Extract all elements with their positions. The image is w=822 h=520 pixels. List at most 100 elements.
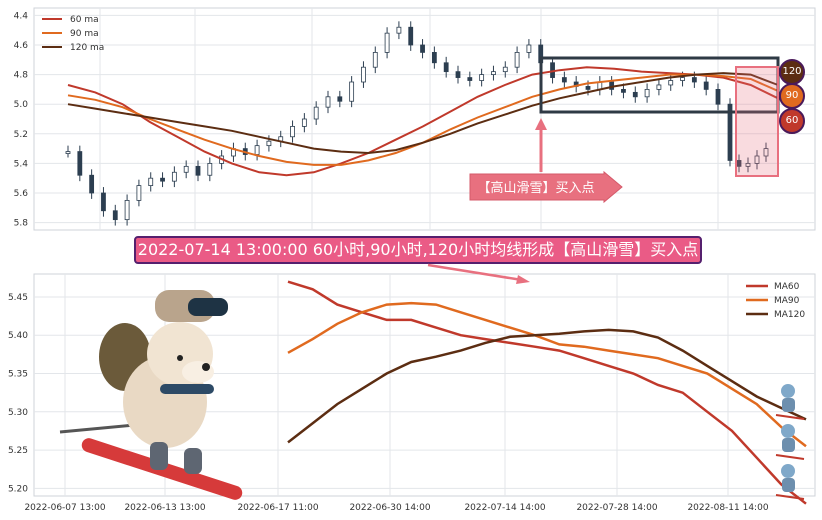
candle-body: [148, 177, 154, 186]
top-y-tick: 4.6: [14, 41, 29, 51]
legend-MA90: MA90: [774, 296, 800, 306]
candle-body: [526, 44, 532, 53]
bottom-series-MA60: [287, 280, 807, 505]
candle-body: [754, 155, 760, 164]
candle-body: [301, 118, 307, 127]
badge-90: 90: [779, 83, 805, 109]
top-y-tick: 5.8: [14, 219, 29, 229]
legend-MA60: MA60: [774, 282, 800, 292]
bottom-x-tick: 2022-08-11 14:00: [687, 503, 768, 513]
signal-banner: 2022-07-14 13:00:00 60小时,90小时,120小时均线形成【…: [134, 236, 702, 264]
candle-body: [420, 44, 425, 53]
bottom-x-tick: 2022-06-30 14:00: [349, 503, 430, 513]
top-series-120-ma: [67, 72, 779, 155]
candle-body: [408, 26, 414, 46]
top-y-tick: 4.8: [14, 71, 29, 81]
bottom-y-tick: 5.45: [8, 293, 28, 303]
candle-body: [727, 103, 733, 161]
candle-body: [136, 185, 142, 201]
bottom-y-tick: 5.20: [8, 484, 28, 494]
bottom-x-tick: 2022-06-13 13:00: [124, 503, 205, 513]
bottom-series-MA120: [287, 328, 807, 444]
candle-body: [195, 165, 201, 176]
candle-body: [479, 74, 485, 81]
candle-body: [668, 80, 674, 86]
top-y-tick: 5.2: [14, 130, 28, 140]
skier-icon: [775, 384, 805, 500]
bottom-y-tick: 5.30: [8, 408, 28, 418]
candle-body: [691, 77, 697, 83]
top-y-tick: 4.4: [14, 11, 29, 21]
candle-body: [89, 174, 95, 194]
bottom-x-tick-labels: 2022-06-07 13:00 2022-06-13 13:00 2022-06-…: [24, 503, 768, 513]
top-legend: 60 ma 90 ma 120 ma: [42, 15, 104, 53]
candle-body: [266, 140, 272, 147]
candle-body: [763, 148, 769, 157]
bottom-y-tick-labels: 5.20 5.25 5.30 5.35 5.40 5.45: [8, 293, 28, 494]
candle-body: [745, 162, 751, 167]
candle-body: [703, 81, 709, 90]
signal-label-box: 【高山滑雪】买入点: [469, 170, 623, 204]
candle-body: [680, 77, 685, 81]
bottom-legend: MA60 MA90 MA120: [746, 282, 805, 320]
bottom-y-tick: 5.35: [8, 370, 28, 380]
bottom-x-tick: 2022-06-17 11:00: [237, 503, 318, 513]
candle-body: [171, 171, 177, 182]
candle-body: [455, 71, 461, 78]
candle-body: [124, 199, 130, 221]
candle-body: [101, 192, 106, 212]
top-y-tick: 5.4: [14, 159, 29, 169]
legend-MA120: MA120: [774, 310, 805, 320]
bottom-x-tick: 2022-06-07 13:00: [24, 503, 105, 513]
bottom-x-tick: 2022-07-14 14:00: [464, 503, 545, 513]
candle-body: [632, 91, 638, 98]
candle-body: [325, 96, 331, 108]
legend-60ma: 60 ma: [70, 15, 99, 25]
signal-zone: [735, 66, 779, 177]
candle-body: [349, 81, 355, 102]
bottom-y-tick: 5.25: [8, 446, 28, 456]
candle-body: [337, 96, 343, 102]
candle-body: [290, 126, 295, 138]
candle-body: [396, 26, 402, 34]
candle-body: [384, 32, 390, 53]
candle-body: [372, 52, 378, 68]
candle-body: [443, 62, 449, 73]
candle-body: [431, 52, 437, 64]
candle-body: [656, 84, 662, 90]
legend-90ma: 90 ma: [70, 29, 99, 39]
signal-label: 【高山滑雪】买入点: [477, 180, 594, 196]
bottom-y-tick: 5.40: [8, 331, 28, 341]
pointer-arrow: [427, 263, 530, 284]
bottom-ma-chart: 5.20 5.25 5.30 5.35 5.40 5.45 2022-06-07 13:0…: [8, 263, 816, 513]
candle-body: [183, 165, 189, 173]
top-ma-lines: [67, 66, 779, 177]
top-y-tick: 5.6: [14, 189, 29, 199]
candle-body: [491, 71, 496, 75]
bottom-ma-lines: [287, 280, 807, 505]
skiing-dog-icon: [59, 290, 243, 500]
candle-body: [644, 89, 650, 98]
badge-120: 120: [779, 59, 805, 85]
signal-arrow: [535, 118, 547, 172]
candle-body: [715, 89, 721, 105]
badge-60: 60: [779, 108, 805, 134]
candle-body: [254, 145, 260, 155]
candle-body: [160, 177, 165, 182]
top-y-tick: 5.0: [14, 100, 29, 110]
candle-body: [207, 162, 213, 176]
candle-body: [65, 151, 71, 154]
bottom-x-tick: 2022-07-28 14:00: [576, 503, 657, 513]
candle-body: [621, 89, 626, 93]
candles: [65, 21, 769, 226]
candle-body: [313, 106, 319, 120]
top-candlestick-chart: 5.8 5.6 5.4 5.2 5.0 4.8 4.6 4.4 60 ma 90 ma 120…: [14, 7, 816, 231]
legend-120ma: 120 ma: [70, 43, 104, 53]
candle-body: [77, 151, 83, 176]
top-series-60-ma: [67, 66, 779, 177]
candle-body: [561, 77, 567, 83]
candle-body: [361, 66, 366, 83]
candle-body: [467, 77, 473, 81]
candle-body: [112, 210, 118, 221]
candle-body: [502, 66, 508, 73]
